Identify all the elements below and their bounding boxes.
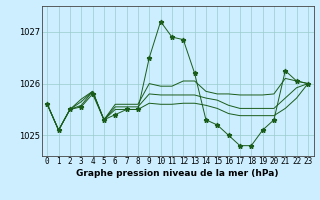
X-axis label: Graphe pression niveau de la mer (hPa): Graphe pression niveau de la mer (hPa) bbox=[76, 169, 279, 178]
